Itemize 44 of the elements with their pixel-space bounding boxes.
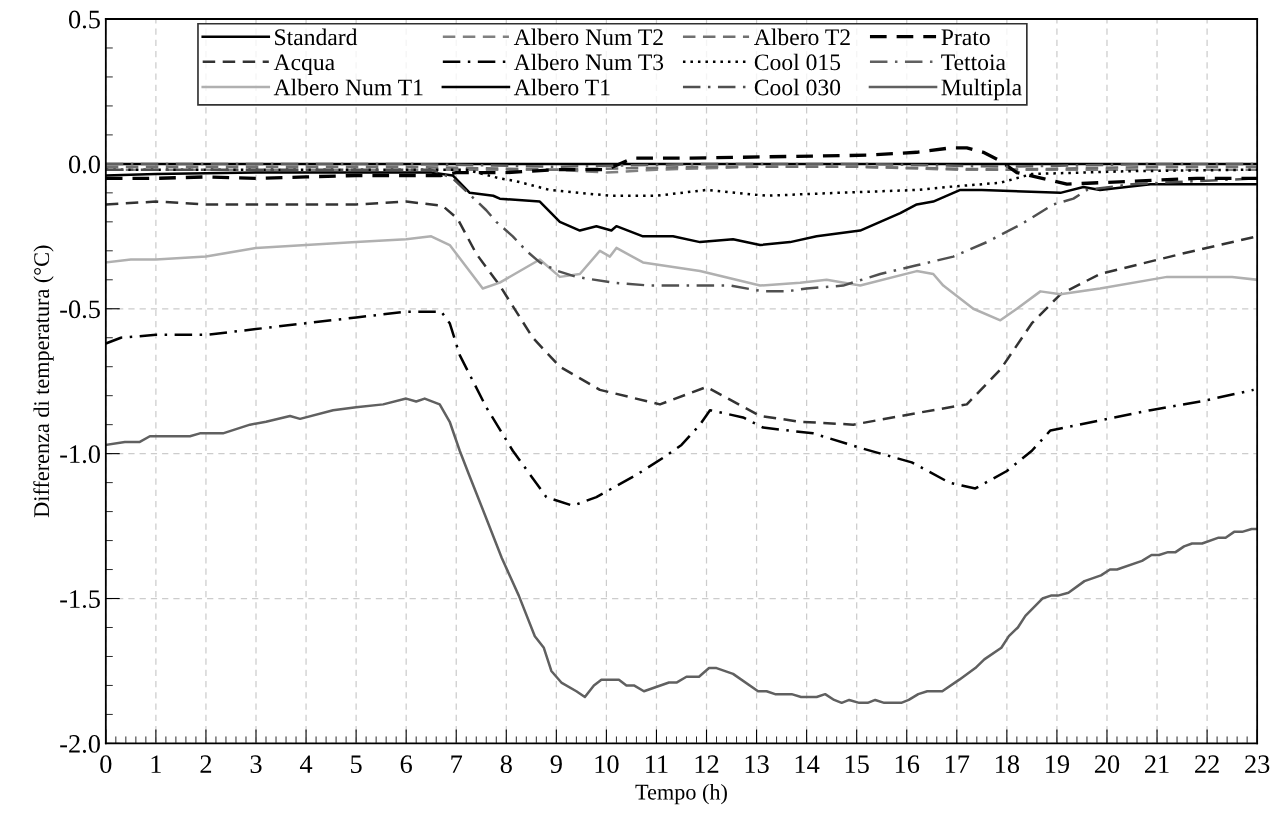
x-tick-label: 21 [1145,755,1169,773]
y-tick-label: -2.0 [60,735,100,753]
legend-label: Multipla [941,78,1022,101]
x-tick-label: 7 [451,755,463,773]
y-axis-title: Differenza di temperatura (°C) [33,245,54,518]
legend-label: Albero T2 [754,28,850,46]
y-tick-label: 0.5 [68,10,100,29]
legend-label: Tettoia [941,54,1006,71]
y-tick-label: -1.5 [60,590,100,609]
legend-label: Standard [275,28,358,46]
x-tick-label: 12 [695,755,719,773]
x-tick-label: 19 [1046,755,1070,774]
x-tick-label: 20 [1094,755,1120,774]
y-tick-label: -1.0 [60,445,100,464]
x-tick-label: 11 [646,755,668,773]
x-tick-label: 8 [500,755,512,774]
x-tick-label: 14 [795,755,820,773]
legend-label: Albero Num T1 [273,78,423,96]
x-tick-label: 1 [151,755,161,773]
legend-label: Prato [941,29,990,46]
x-tick-label: 0 [100,755,112,774]
x-axis-title: Tempo (h) [635,784,727,805]
legend-label: Albero T1 [513,78,610,96]
x-tick-label: 3 [250,755,262,774]
x-tick-label: 15 [845,755,869,774]
x-tick-label: 18 [995,755,1020,774]
y-tick-label: 0.0 [68,155,100,174]
legend-label: Cool 030 [754,78,841,96]
legend-label: Albero Num T3 [513,53,664,71]
x-tick-label: 22 [1195,755,1219,773]
x-tick-label: 9 [550,755,562,774]
x-tick-label: 17 [945,755,970,773]
x-tick-label: 10 [595,755,619,774]
x-tick-label: 6 [400,755,412,774]
x-tick-label: 23 [1245,755,1270,774]
y-tick-label: -0.5 [60,300,100,319]
x-tick-label: 2 [200,755,212,773]
legend-label: Cool 015 [754,53,841,71]
legend-label: Acqua [273,54,335,76]
x-tick-label: 13 [745,755,769,774]
x-tick-label: 16 [895,755,920,774]
legend-label: Albero Num T2 [513,28,663,46]
x-tick-label: 4 [299,755,313,773]
x-tick-label: 5 [351,755,362,774]
